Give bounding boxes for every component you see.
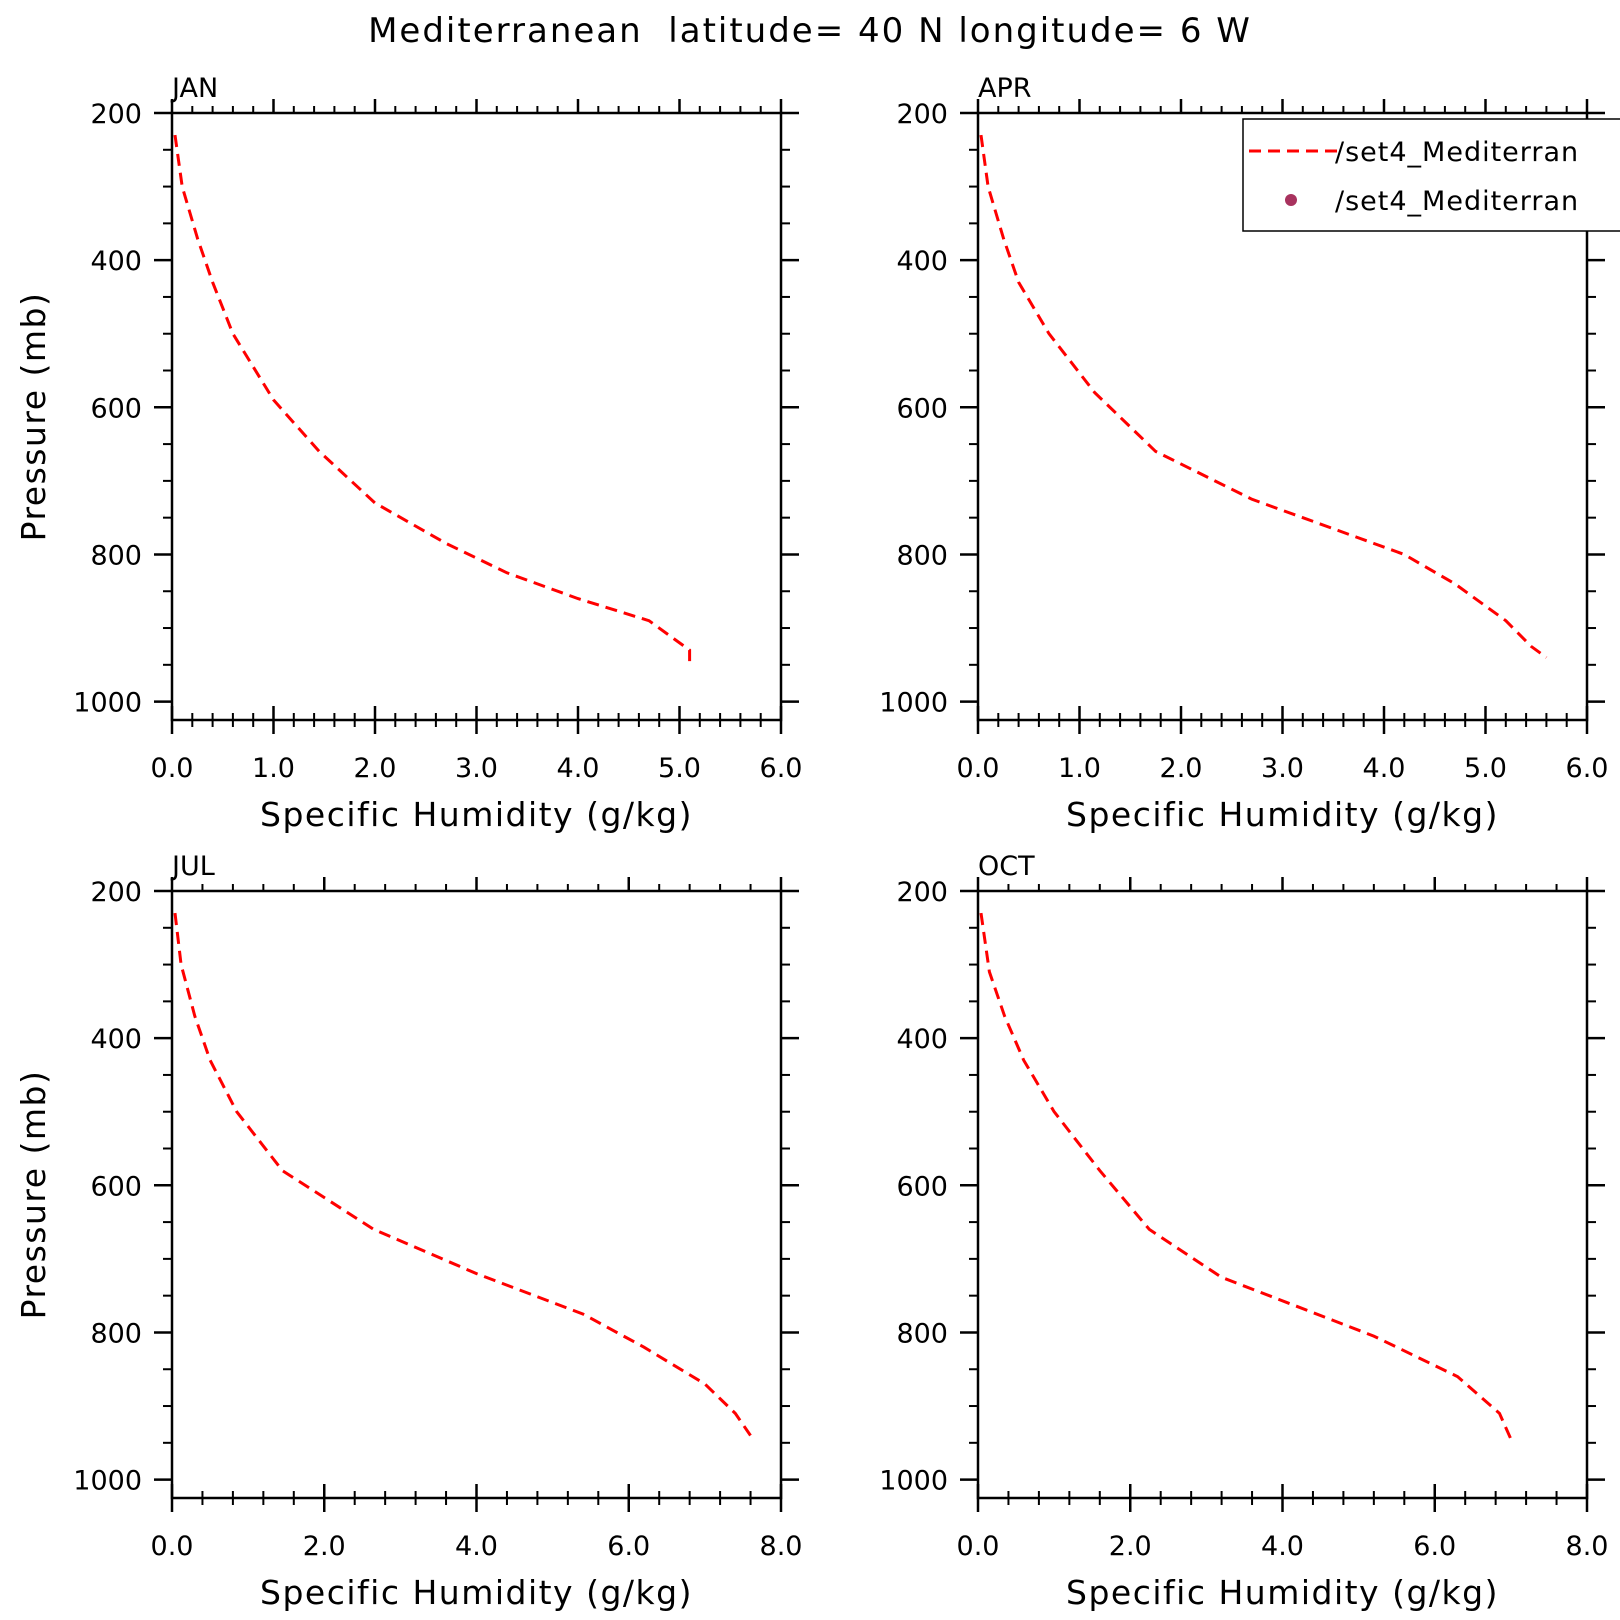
- x-tick-label: 5.0: [658, 753, 701, 784]
- series-line: [979, 134, 1548, 659]
- chart-panel-jan: 0.0 1.0 2.0 3.0 4.0 5.0 6.0 200 400 600 800 1000 JAN…: [14, 73, 802, 834]
- legend-box: [1242, 118, 1620, 232]
- x-tick-label: 0.0: [151, 1531, 194, 1562]
- y-axis-label: Pressure (mb): [14, 292, 53, 542]
- y-tick-label: 800: [90, 540, 142, 571]
- y-tick-label: 200: [90, 877, 142, 908]
- panel-title: OCT: [978, 851, 1035, 882]
- legend-label: /set4_Mediterran: [1335, 186, 1579, 217]
- y-tick-label: 400: [90, 1024, 142, 1055]
- x-tick-label: 8.0: [760, 1531, 803, 1562]
- legend-label: /set4_Mediterran: [1335, 137, 1579, 168]
- y-tick-label: 1000: [879, 688, 948, 719]
- series-line: [173, 134, 692, 662]
- legend: /set4_Mediterran/set4_Mediterran: [1242, 118, 1620, 232]
- x-tick-label: 0.0: [957, 1531, 1000, 1562]
- x-tick-label: 6.0: [760, 753, 803, 784]
- x-tick-label: 4.0: [1261, 1531, 1304, 1562]
- y-tick-label: 200: [896, 99, 948, 130]
- y-tick-label: 200: [896, 877, 948, 908]
- x-tick-label: 4.0: [557, 753, 600, 784]
- plot-frame: [170, 111, 783, 722]
- y-tick-label: 600: [90, 1171, 142, 1202]
- y-tick-label: 400: [90, 246, 142, 277]
- x-tick-label: 5.0: [1464, 753, 1507, 784]
- x-axis-label: Specific Humidity (g/kg): [260, 1573, 693, 1612]
- plot-frame: [976, 889, 1589, 1500]
- x-tick-label: 3.0: [1261, 753, 1304, 784]
- y-tick-label: 1000: [879, 1466, 948, 1497]
- y-tick-label: 200: [90, 99, 142, 130]
- x-tick-label: 6.0: [1413, 1531, 1456, 1562]
- y-tick-label: 600: [896, 393, 948, 424]
- x-tick-label: 2.0: [303, 1531, 346, 1562]
- legend-dot-swatch: [1285, 194, 1297, 206]
- x-tick-label: 0.0: [957, 753, 1000, 784]
- x-tick-label: 6.0: [607, 1531, 650, 1562]
- x-tick-label: 3.0: [455, 753, 498, 784]
- panel-title: APR: [978, 73, 1032, 104]
- x-tick-label: 2.0: [354, 753, 397, 784]
- y-tick-label: 600: [90, 393, 142, 424]
- x-tick-label: 4.0: [1363, 753, 1406, 784]
- x-tick-label: 6.0: [1566, 753, 1609, 784]
- series-line: [173, 912, 752, 1437]
- y-tick-label: 800: [90, 1318, 142, 1349]
- figure-title: Mediterranean latitude= 40 N longitude= …: [368, 11, 1252, 51]
- panel-title: JAN: [170, 73, 218, 104]
- chart-panel-jul: 0.0 2.0 4.0 6.0 8.0 200 400 600 800 1000 JUL Specif…: [14, 851, 802, 1612]
- y-tick-label: 400: [896, 1024, 948, 1055]
- y-tick-label: 800: [896, 1318, 948, 1349]
- plot-frame: [170, 889, 783, 1500]
- y-tick-label: 400: [896, 246, 948, 277]
- panel-title: JUL: [170, 851, 215, 882]
- x-tick-label: 4.0: [455, 1531, 498, 1562]
- x-tick-label: 2.0: [1109, 1531, 1152, 1562]
- y-tick-label: 1000: [73, 1466, 142, 1497]
- series-line: [979, 912, 1513, 1440]
- x-tick-label: 8.0: [1566, 1531, 1609, 1562]
- y-tick-label: 1000: [73, 688, 142, 719]
- x-axis-label: Specific Humidity (g/kg): [260, 795, 693, 834]
- x-tick-label: 2.0: [1160, 753, 1203, 784]
- x-axis-label: Specific Humidity (g/kg): [1066, 795, 1499, 834]
- y-axis-label: Pressure (mb): [14, 1070, 53, 1320]
- x-axis-label: Specific Humidity (g/kg): [1066, 1573, 1499, 1612]
- y-tick-label: 600: [896, 1171, 948, 1202]
- x-tick-label: 1.0: [1058, 753, 1101, 784]
- y-tick-label: 800: [896, 540, 948, 571]
- x-tick-label: 0.0: [151, 753, 194, 784]
- chart-panel-oct: 0.0 2.0 4.0 6.0 8.0 200 400 600 800 1000 OCT Specif…: [879, 851, 1608, 1612]
- x-tick-label: 1.0: [252, 753, 295, 784]
- panels: 0.0 1.0 2.0 3.0 4.0 5.0 6.0 200 400 600 800 1000 JAN…: [14, 73, 1608, 1612]
